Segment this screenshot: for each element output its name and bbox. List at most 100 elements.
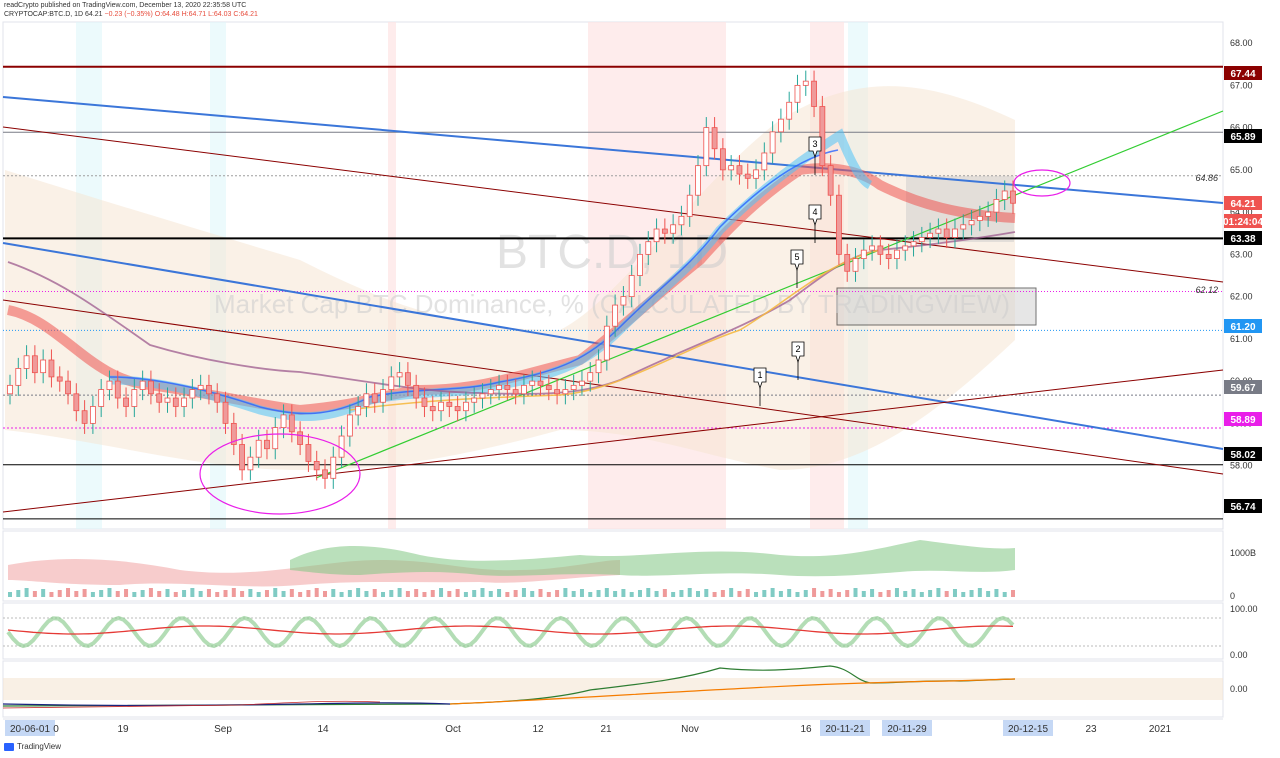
candle-body: [753, 169, 759, 179]
volume-bar: [878, 592, 883, 597]
svg-text:19: 19: [117, 724, 129, 735]
volume-bar: [861, 591, 866, 597]
volume-axis-top: 1000B: [1230, 548, 1256, 558]
volume-bar: [637, 590, 642, 597]
price-label-5802: 58.02: [1224, 447, 1262, 461]
volume-bar: [828, 589, 833, 597]
price-label-012404: 01:24:04: [1223, 214, 1263, 228]
volume-bar: [621, 589, 626, 597]
svg-text:Oct: Oct: [445, 724, 461, 735]
candle-body: [48, 359, 55, 378]
candle-body: [902, 245, 909, 251]
time-axis[interactable]: 20-06-01 0 19 Sep 14 Oct 12 21 Nov 16 20-11-21 20-1…: [5, 720, 1172, 736]
candle-body: [313, 460, 320, 471]
candle-body: [255, 439, 262, 458]
candle-body: [330, 456, 337, 479]
candle-body: [81, 410, 88, 424]
volume-bar: [571, 591, 576, 597]
svg-text:01:24:04: 01:24:04: [1223, 217, 1263, 228]
candle-body: [272, 427, 279, 450]
volume-bar: [372, 589, 377, 597]
blue-trendline-upper: [2, 96, 1224, 204]
last-price: 64.21: [85, 11, 103, 18]
candle-body: [421, 397, 428, 407]
candle-body: [23, 355, 30, 369]
price-tick: 68.00: [1230, 38, 1253, 48]
green-trendline: [315, 110, 1224, 479]
volume-bar: [57, 590, 62, 597]
candle-body: [380, 389, 386, 403]
volume-bar: [497, 589, 502, 597]
volume-bars: [8, 588, 1015, 597]
candle-body: [678, 215, 685, 226]
symbol-name: CRYPTOCAP:BTC.D, 1D: [4, 11, 84, 18]
volume-bar: [745, 589, 750, 597]
candle-body: [695, 165, 701, 196]
svg-text:2: 2: [795, 344, 800, 354]
volume-bar: [712, 592, 717, 597]
candle-body: [156, 393, 163, 403]
candle-body: [189, 389, 196, 399]
candle-body: [603, 325, 610, 361]
highlight-ellipse-top: [1013, 169, 1071, 197]
volume-bar: [762, 590, 767, 597]
wave-labels: 1 2 3 4 5: [753, 136, 822, 406]
candle-body: [172, 397, 179, 407]
volume-bar: [629, 592, 634, 597]
blue-trendline-lower: [2, 242, 1224, 450]
svg-text:20-12-15: 20-12-15: [1008, 724, 1048, 735]
volume-bar: [240, 591, 245, 597]
brand-label: TradingView: [17, 742, 62, 751]
tradingview-logo[interactable]: TradingView: [4, 742, 61, 751]
candle-body: [355, 406, 362, 416]
time-tick-6: 12: [532, 724, 544, 735]
candle-body: [197, 384, 204, 390]
highlight-ellipse-bottom: [199, 433, 361, 515]
volume-bar: [894, 588, 899, 597]
volume-bar: [273, 588, 278, 597]
trendlines: [2, 96, 1224, 513]
svg-text:16: 16: [800, 724, 812, 735]
indicator-pane-2: [2, 602, 1224, 660]
volume-bar: [903, 591, 908, 597]
candle-body: [802, 80, 809, 86]
candle-body: [827, 165, 834, 196]
candle-body: [206, 384, 212, 395]
volume-bar: [314, 588, 319, 597]
candle-body: [860, 249, 867, 259]
price-axis[interactable]: 68.00 67.00 66.00 65.00 64.00 63.00 62.00 61.00…: [1230, 38, 1253, 513]
candle-body: [570, 384, 577, 390]
candle-body: [429, 406, 436, 412]
wave-label-1: 1: [753, 367, 767, 406]
ohlc-values: O:64.48 H:64.71 L:64.03 C:64.21: [154, 11, 258, 18]
volume-bar: [430, 590, 435, 597]
candle-body: [31, 355, 38, 374]
price-change: −0.23 (−0.35%): [104, 11, 153, 18]
volume-bar: [298, 592, 303, 597]
candle-body: [786, 101, 793, 120]
time-tick-3: Sep: [214, 724, 232, 735]
candle-body: [728, 165, 735, 171]
price-label-6421: 64.21: [1224, 196, 1262, 210]
red-trendline-rising: [2, 369, 1224, 513]
volume-bar: [447, 591, 452, 597]
volume-bar: [911, 589, 916, 597]
volume-bar: [521, 588, 526, 597]
volume-bar: [397, 588, 402, 597]
candle-body: [976, 215, 983, 221]
volume-bar: [853, 588, 858, 597]
svg-text:5: 5: [794, 252, 799, 262]
svg-text:21: 21: [600, 724, 612, 735]
candle-body: [885, 253, 892, 259]
candle-body: [288, 414, 295, 433]
volume-bar: [820, 591, 825, 597]
svg-text:59.67: 59.67: [1230, 383, 1255, 394]
volume-bar: [720, 590, 725, 597]
candle-body: [164, 397, 171, 403]
candle-body: [587, 372, 594, 382]
svg-text:56.74: 56.74: [1230, 502, 1255, 513]
candle-body: [778, 118, 784, 133]
symbol-info: CRYPTOCAP:BTC.D, 1D 64.21 −0.23 (−0.35%)…: [4, 11, 258, 18]
volume-bar: [8, 592, 12, 597]
